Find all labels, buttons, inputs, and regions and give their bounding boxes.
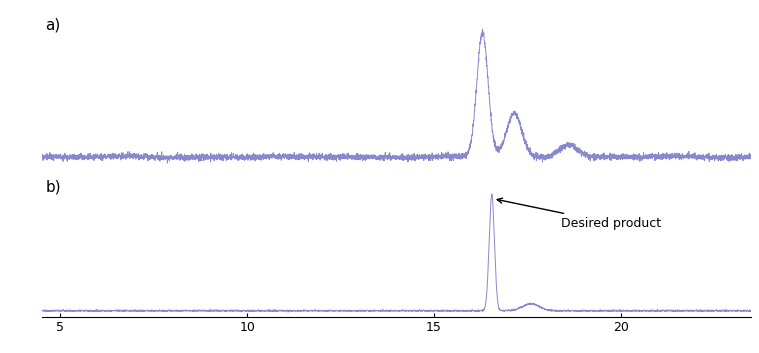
Text: Desired product: Desired product [497,198,661,230]
Text: b): b) [46,179,61,194]
Text: a): a) [46,17,61,32]
